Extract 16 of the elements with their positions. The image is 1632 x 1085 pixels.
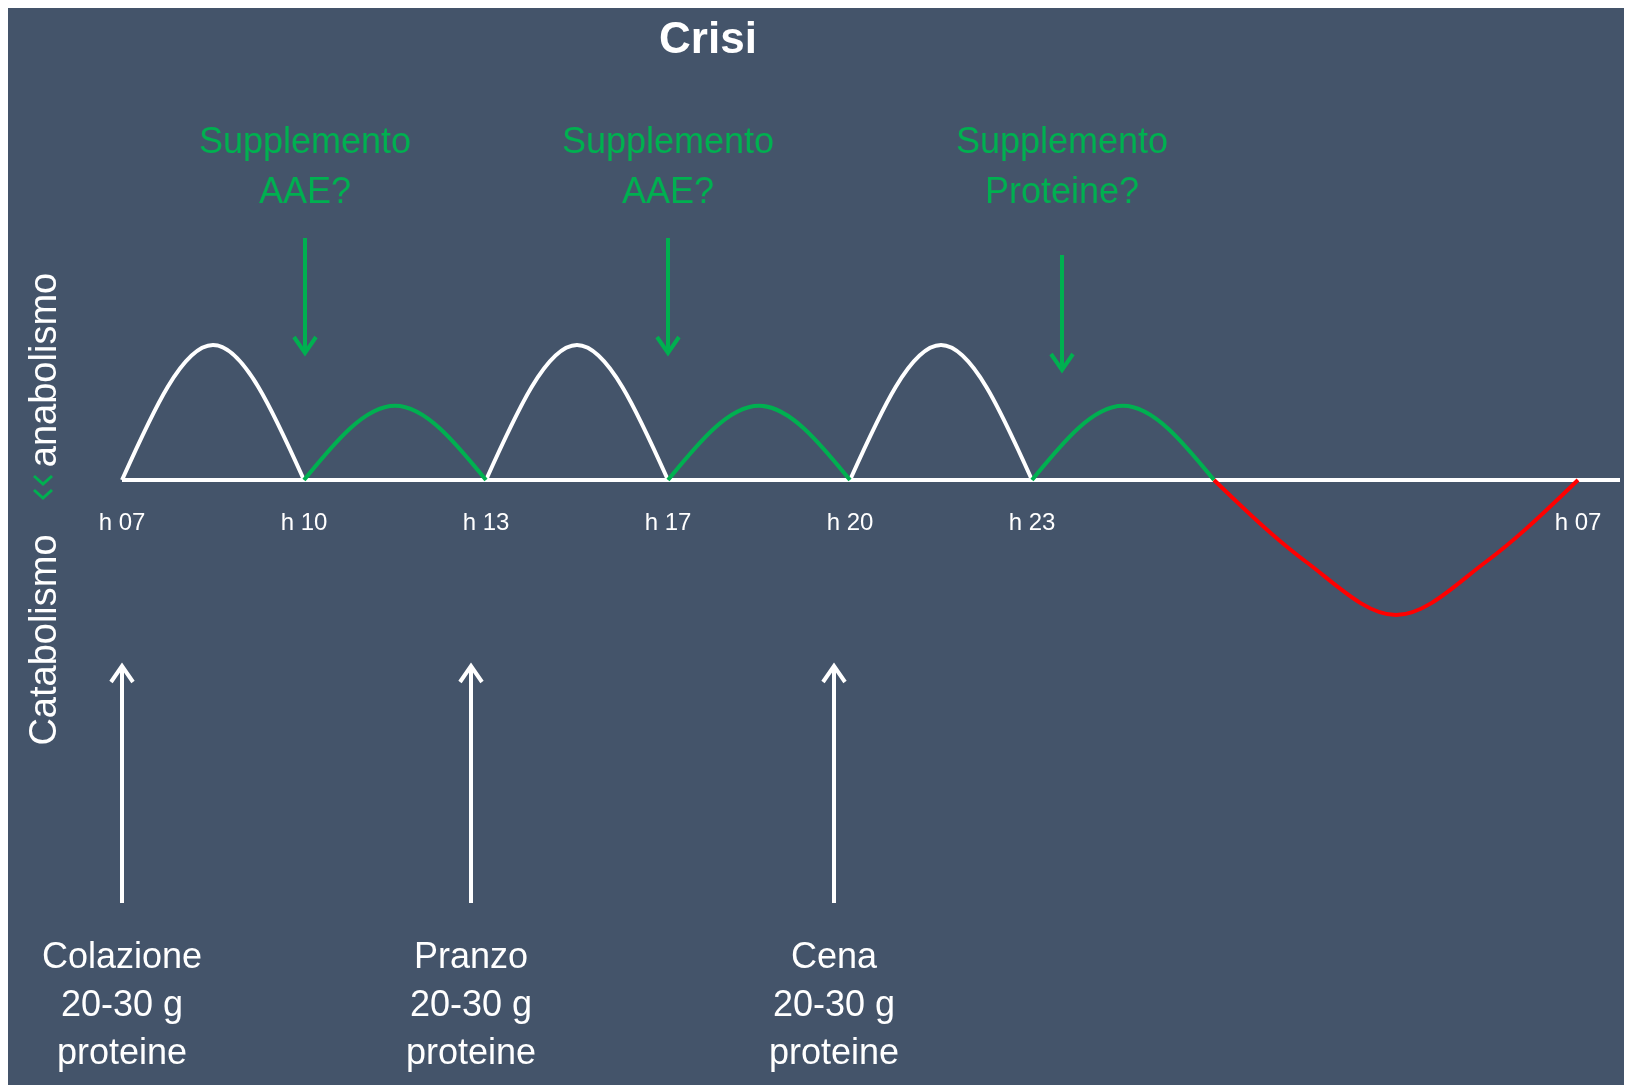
text: Supplemento AAE? — [561, 120, 775, 211]
text: Supplemento AAE? — [198, 120, 412, 211]
text: Cena 20-30 g proteine — [768, 935, 900, 1072]
x-tick-label: h 17 — [644, 508, 692, 535]
x-tick-label: h 07 — [1554, 508, 1602, 535]
x-tick-label: h 20 — [826, 508, 874, 535]
text: Colazione 20-30 g proteine — [41, 935, 203, 1072]
chart-title: Crisi — [659, 13, 757, 62]
x-tick-label: h 07 — [98, 508, 146, 535]
x-tick-label: h 13 — [462, 508, 510, 535]
x-tick-label: h 10 — [280, 508, 328, 535]
text: Supplemento Proteine? — [955, 120, 1169, 211]
x-tick-label: h 23 — [1008, 508, 1056, 535]
text: Catabolismo — [22, 534, 64, 746]
text: Pranzo 20-30 g proteine — [405, 935, 537, 1072]
y-axis-title: anabolismo — [22, 272, 64, 468]
